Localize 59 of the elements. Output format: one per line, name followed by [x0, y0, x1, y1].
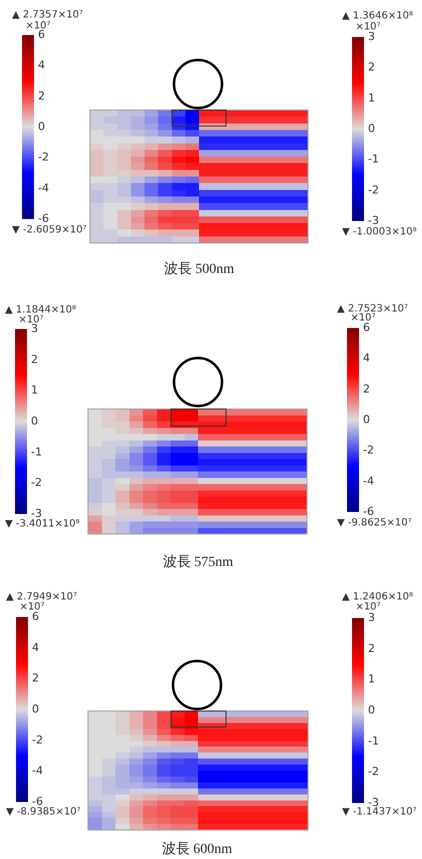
color-bar-label: 0: [363, 413, 370, 426]
color-bar-label: 0: [368, 704, 375, 717]
color-bar-title: ×10⁷: [355, 22, 381, 33]
color-bar-label: -2: [38, 150, 49, 164]
color-bar-label: 2: [363, 382, 370, 396]
color-bar-label: -6: [363, 505, 374, 518]
color-bar-label: -6: [38, 212, 49, 226]
color-bar-label: 2: [368, 60, 375, 74]
color-bar-label: -2: [31, 476, 42, 490]
color-bar-label: -3: [368, 214, 379, 228]
color-bar-label: -4: [363, 474, 374, 488]
color-bar-label: 4: [32, 640, 39, 654]
text: 波長 575nm: [162, 554, 234, 570]
color-bar-label: 1: [368, 91, 375, 104]
text: ▼ -3.4011×10⁸: [5, 518, 80, 530]
color-bar-label: 2: [31, 352, 38, 366]
color-bar-label: -2: [368, 765, 379, 778]
text: 波長 500nm: [164, 261, 234, 278]
text: ▲ 1.2406×10⁸: [342, 592, 413, 603]
color-bar-label: 3: [31, 322, 38, 336]
color-bar-label: 6: [363, 321, 370, 334]
color-bar-label: 4: [38, 58, 45, 72]
text: ▼ -9.8625×10⁷: [337, 518, 412, 529]
color-bar-label: -3: [31, 507, 42, 520]
text: ▲ 2.7949×10⁷: [6, 592, 77, 603]
text: ▼ -2.6059×10⁷: [12, 224, 87, 236]
color-bar-label: -1: [368, 734, 379, 748]
color-bar-label: 0: [31, 414, 38, 428]
color-bar-title: ×10⁷: [355, 602, 381, 613]
color-bar-label: 2: [368, 642, 375, 655]
color-bar-label: -2: [32, 733, 43, 746]
color-bar-label: 3: [368, 611, 375, 624]
color-bar-label: 4: [363, 352, 370, 365]
color-bar-title: ×10⁷: [19, 602, 45, 613]
color-bar-label: -2: [368, 183, 379, 196]
text: 波長 600nm: [162, 841, 232, 858]
color-bar-label: 1: [368, 672, 375, 686]
color-bar-label: -2: [363, 444, 374, 457]
color-bar-label: -1: [368, 152, 379, 166]
color-bar-label: -1: [31, 445, 42, 458]
color-bar-label: -4: [38, 181, 49, 194]
text: ▼ -8.9385×10⁷: [6, 806, 81, 818]
color-bar-label: 0: [32, 702, 39, 716]
color-bar-label: 6: [38, 28, 45, 42]
color-bar-label: 2: [32, 672, 39, 685]
color-bar-label: -4: [32, 764, 43, 778]
color-bar-label: 0: [368, 122, 375, 136]
color-bar-label: 0: [38, 120, 45, 134]
color-bar-label: -6: [32, 795, 43, 808]
text: ▲ 1.1844×10⁸: [5, 304, 76, 316]
text: ▲ 2.7357×10⁷: [12, 10, 83, 21]
color-bar-label: 3: [368, 30, 375, 44]
text: ▲ 1.3646×10⁸: [342, 10, 413, 22]
text: ▼ -1.1437×10⁷: [342, 806, 417, 818]
color-bar-title: ×10⁷: [350, 312, 376, 324]
color-bar-label: 6: [32, 610, 39, 624]
text: ▼ -1.0003×10⁸: [342, 226, 417, 238]
color-bar-label: 1: [31, 384, 38, 397]
color-bar-label: 2: [38, 89, 45, 102]
